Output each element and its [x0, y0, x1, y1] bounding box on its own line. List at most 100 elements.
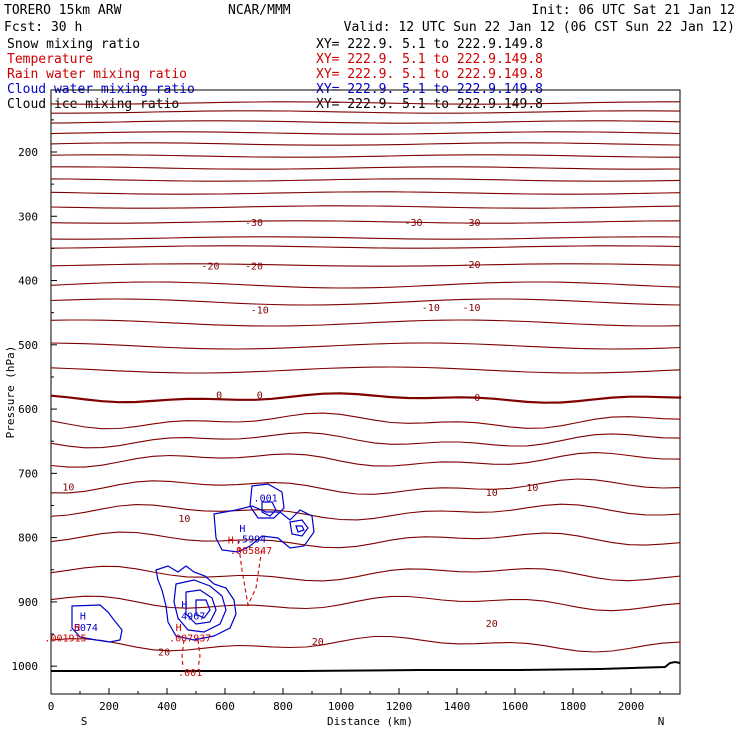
model-label: TORERO 15km ARW: [4, 3, 122, 18]
y-tick-label: 900: [18, 596, 38, 609]
cloud-water-label: H: [181, 600, 187, 611]
temperature-contour-label: 10: [62, 482, 74, 493]
isotherm: [50, 298, 681, 306]
contour-annotations: -30 -30 -30 -20 -20 -20 -10 -10 -10 0 0 0 10 10 10 10 20…: [44, 218, 538, 679]
rain-water-label: .007937: [169, 633, 211, 644]
legend-label-snow: Snow mixing ratio: [7, 37, 140, 52]
rain-water-label: .005847: [230, 546, 272, 557]
isotherm: [51, 110, 681, 114]
rain-water-contours: [181, 539, 263, 669]
isotherm: [50, 131, 681, 135]
isotherm: [50, 281, 681, 289]
temperature-contour-label: -10: [251, 306, 269, 317]
y-tick-label: 600: [18, 403, 38, 416]
rain-water-label: .001915: [44, 633, 86, 644]
temperature-contour-label: -30: [462, 218, 480, 229]
cloud-water-label: H: [80, 612, 86, 623]
cloud-water-contour: [195, 599, 211, 619]
isotherm: [50, 205, 681, 209]
y-tick-label: 800: [18, 532, 38, 545]
valid-label: Valid: 12 UTC Sun 22 Jan 12 (06 CST Sun …: [344, 20, 735, 35]
isotherm: [50, 245, 681, 249]
isotherm: [50, 263, 681, 267]
y-tick-label: 500: [18, 339, 38, 352]
x-axis-label: Distance (km): [327, 715, 413, 728]
cloud-water-contour: [213, 505, 315, 553]
fcst-label: Fcst: 30 h: [4, 20, 82, 35]
temperature-contour-label: 20: [158, 648, 170, 659]
temperature-contour-label: 10: [486, 488, 498, 499]
temperature-contour-label: -20: [201, 261, 219, 272]
cloud-water-label: H: [239, 524, 245, 535]
y-tick-label: 200: [18, 146, 38, 159]
isotherm: [50, 452, 681, 468]
cloud-water-contour: [173, 579, 227, 633]
temperature-contour-label: 10: [526, 483, 538, 494]
rain-water-contour: [197, 639, 201, 669]
isotherm: [50, 366, 681, 374]
temperature-contour-label: -20: [245, 261, 263, 272]
cloud-water-label: .5074: [68, 623, 98, 634]
cloud-water-contour: [155, 565, 237, 641]
x-tick-label: 1600: [502, 700, 529, 713]
isotherm: [50, 178, 681, 182]
temperature-contour-label: 0: [474, 393, 480, 404]
y-tick-label: 1000: [12, 660, 39, 673]
isotherm: [50, 531, 681, 549]
rain-water-label: H: [74, 623, 80, 634]
cloud-water-contour: [185, 589, 217, 625]
temperature-contour-label: 20: [312, 637, 324, 648]
x-tick-label: 1200: [386, 700, 413, 713]
temperature-contour-label: -20: [462, 260, 480, 271]
isotherm: [50, 220, 681, 224]
cloud-water-contour: [261, 501, 277, 517]
legend: Snow mixing ratio XY= 222.9. 5.1 to 222.…: [7, 37, 543, 112]
x-tick-label: 400: [157, 700, 177, 713]
isotherm: [50, 412, 681, 430]
isotherm: [50, 120, 681, 124]
plot-frame: [50, 89, 681, 695]
rain-water-contour: [181, 639, 185, 669]
cloud-water-contours: [71, 483, 315, 643]
rain-water-label: .001: [178, 668, 202, 679]
isotherm: [50, 236, 681, 240]
legend-xy-rain-water: XY= 222.9. 5.1 to 222.9.149.8: [316, 67, 543, 82]
isotherm: [50, 635, 681, 653]
x-tick-label: 800: [273, 700, 293, 713]
init-label: Init: 06 UTC Sat 21 Jan 12: [532, 3, 736, 18]
x-tick-label: 2000: [618, 700, 645, 713]
terrain-line: [51, 660, 681, 672]
cloud-water-label: .001: [254, 493, 278, 504]
isotherm: [51, 166, 681, 170]
x-tick-label: 0: [48, 700, 55, 713]
temperature-contour-label: 0: [216, 390, 222, 401]
x-tick-label: 1000: [328, 700, 355, 713]
cloud-water-label: .5994: [236, 534, 266, 545]
cloud-water-contour: [289, 519, 309, 537]
isotherm: [50, 432, 681, 449]
isotherm: [50, 101, 680, 105]
isotherm: [50, 392, 682, 404]
axes: 0 200 400 600 800 1000 1200 1400 1600 1800 2000200…: [4, 119, 664, 728]
temperature-contour-label: -10: [422, 303, 440, 314]
x-tick-label: 200: [99, 700, 119, 713]
cloud-water-contour: [295, 525, 305, 533]
y-tick-label: 400: [18, 275, 38, 288]
rain-water-label: H: [176, 623, 182, 634]
legend-xy-snow: XY= 222.9. 5.1 to 222.9.149.8: [316, 37, 543, 52]
isotherm: [50, 595, 681, 612]
temperature-contour-label: -30: [245, 218, 263, 229]
x-tick-label: 600: [215, 700, 235, 713]
center-label: NCAR/MMM: [228, 3, 291, 18]
temperature-contour-label: 0: [257, 390, 263, 401]
legend-label-temperature: Temperature: [7, 52, 93, 67]
isotherm: [50, 565, 681, 582]
y-tick-label: 300: [18, 210, 38, 223]
x-tick-label: 1400: [444, 700, 471, 713]
legend-label-rain-water: Rain water mixing ratio: [7, 67, 187, 82]
temperature-contour-label: 10: [178, 514, 190, 525]
isotherm: [50, 142, 681, 146]
isotherm: [50, 319, 681, 327]
temperature-isotherms: [50, 101, 682, 653]
